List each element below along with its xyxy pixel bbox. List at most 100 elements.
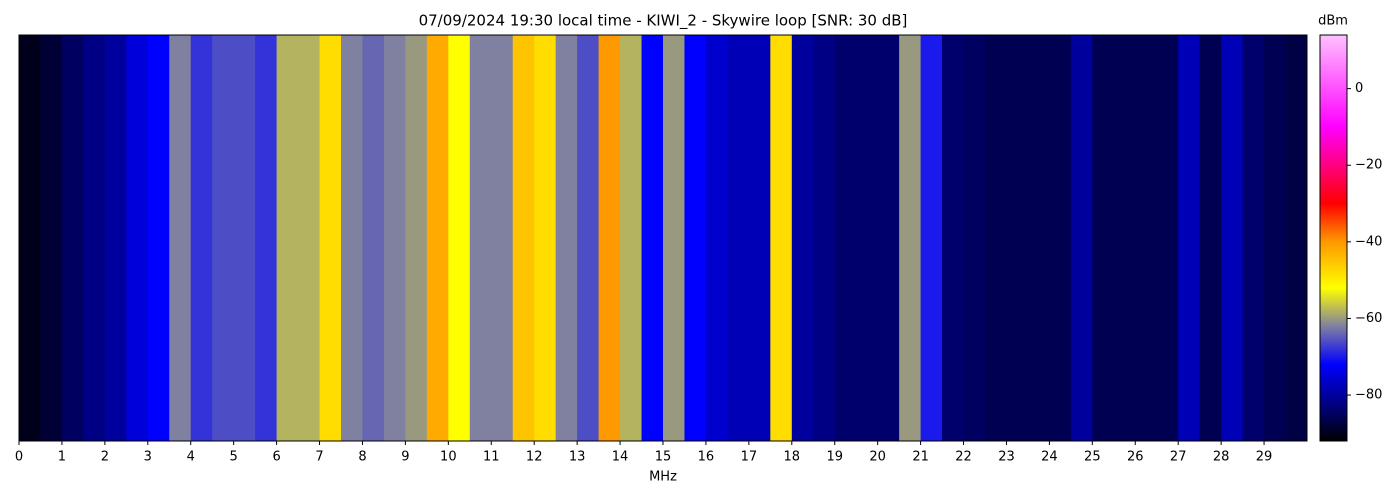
spectrum-band <box>748 35 771 441</box>
spectrum-band <box>491 35 514 441</box>
spectrum-band <box>1070 35 1093 441</box>
x-tick-label: 19 <box>826 450 843 465</box>
colorbar <box>1319 34 1348 442</box>
spectrum-band <box>276 35 299 441</box>
x-tick-label: 15 <box>655 450 672 465</box>
x-tick-label: 24 <box>1041 450 1058 465</box>
spectrum-band <box>1199 35 1222 441</box>
spectrum-band <box>319 35 342 441</box>
spectrum-band <box>1092 35 1115 441</box>
spectrum-band <box>598 35 621 441</box>
spectrum-band <box>426 35 449 441</box>
x-tick-label: 6 <box>272 450 280 465</box>
spectrum-band <box>19 35 41 441</box>
spectrum-band <box>1006 35 1029 441</box>
spectrum-band <box>856 35 879 441</box>
spectrum-band <box>40 35 63 441</box>
spectrum-band <box>1135 35 1158 441</box>
spectrum-band <box>641 35 664 441</box>
x-tick-label: 20 <box>869 450 886 465</box>
x-tick-label: 16 <box>698 450 715 465</box>
spectrum-band <box>147 35 170 441</box>
x-tick-label: 14 <box>612 450 629 465</box>
x-tick-label: 5 <box>230 450 238 465</box>
x-tick-label: 27 <box>1170 450 1187 465</box>
x-axis-label: MHz <box>649 470 677 485</box>
spectrum-band <box>1049 35 1072 441</box>
spectrum-band <box>233 35 256 441</box>
spectrum-band <box>963 35 986 441</box>
x-tick-label: 12 <box>526 450 543 465</box>
spectrum-band <box>920 35 943 441</box>
spectrum-band <box>534 35 557 441</box>
spectrum-band <box>684 35 707 441</box>
spectrum-band <box>1027 35 1050 441</box>
x-tick-label: 13 <box>569 450 586 465</box>
spectrum-band <box>298 35 321 441</box>
spectrum-band <box>126 35 149 441</box>
spectrum-band <box>61 35 84 441</box>
x-tick-label: 7 <box>315 450 323 465</box>
spectrum-band <box>255 35 278 441</box>
colorbar-tick-label: −20 <box>1355 158 1382 173</box>
spectrum-band <box>341 35 363 441</box>
spectrum-band <box>362 35 385 441</box>
x-tick-label: 10 <box>440 450 457 465</box>
colorbar-tick-label: 0 <box>1355 81 1363 96</box>
spectrum-band <box>1264 35 1287 441</box>
spectrum-band <box>190 35 213 441</box>
spectrum-band <box>104 35 127 441</box>
spectrum-band <box>512 35 535 441</box>
spectrum-band <box>405 35 428 441</box>
colorbar-tick-label: −60 <box>1355 311 1382 326</box>
spectrum-band <box>1242 35 1265 441</box>
spectrum-band <box>663 35 685 441</box>
x-tick-label: 11 <box>483 450 500 465</box>
spectrum-band <box>1156 35 1179 441</box>
x-tick-label: 2 <box>101 450 109 465</box>
colorbar-label: dBm <box>1318 14 1348 29</box>
spectrum-band <box>1285 35 1308 441</box>
x-tick-label: 8 <box>358 450 366 465</box>
spectrum-band <box>169 35 192 441</box>
spectrum-band <box>577 35 600 441</box>
x-tick-label: 18 <box>784 450 801 465</box>
colorbar-tick-label: −40 <box>1355 234 1382 249</box>
spectrum-band <box>813 35 836 441</box>
spectrum-band <box>727 35 750 441</box>
x-tick-label: 17 <box>741 450 758 465</box>
spectrum-band <box>383 35 406 441</box>
x-tick-label: 21 <box>912 450 929 465</box>
spectrum-band <box>770 35 793 441</box>
spectrum-band <box>791 35 814 441</box>
colorbar-tick-label: −80 <box>1355 388 1382 403</box>
x-tick-label: 29 <box>1256 450 1273 465</box>
spectrum-band <box>555 35 578 441</box>
x-tick-label: 0 <box>15 450 23 465</box>
spectrum-band <box>985 35 1007 441</box>
x-tick-label: 22 <box>955 450 972 465</box>
spectrum-band <box>877 35 900 441</box>
spectrum-band <box>1221 35 1244 441</box>
spectrum-band <box>834 35 857 441</box>
spectrum-band <box>448 35 471 441</box>
x-tick-label: 23 <box>998 450 1015 465</box>
spectrum-band <box>705 35 728 441</box>
x-tick-label: 4 <box>187 450 195 465</box>
spectrum-band <box>1113 35 1136 441</box>
chart-title: 07/09/2024 19:30 local time - KIWI_2 - S… <box>419 12 908 31</box>
x-tick-label: 26 <box>1127 450 1144 465</box>
spectrum-band <box>1178 35 1201 441</box>
spectrum-band <box>942 35 965 441</box>
spectrum-band <box>212 35 235 441</box>
x-tick-label: 9 <box>401 450 409 465</box>
spectrum-band <box>899 35 922 441</box>
x-tick-label: 28 <box>1213 450 1230 465</box>
spectrum-band <box>469 35 492 441</box>
spectrum-band <box>620 35 643 441</box>
spectrum-band <box>83 35 106 441</box>
x-tick-label: 1 <box>58 450 66 465</box>
x-tick-label: 25 <box>1084 450 1101 465</box>
